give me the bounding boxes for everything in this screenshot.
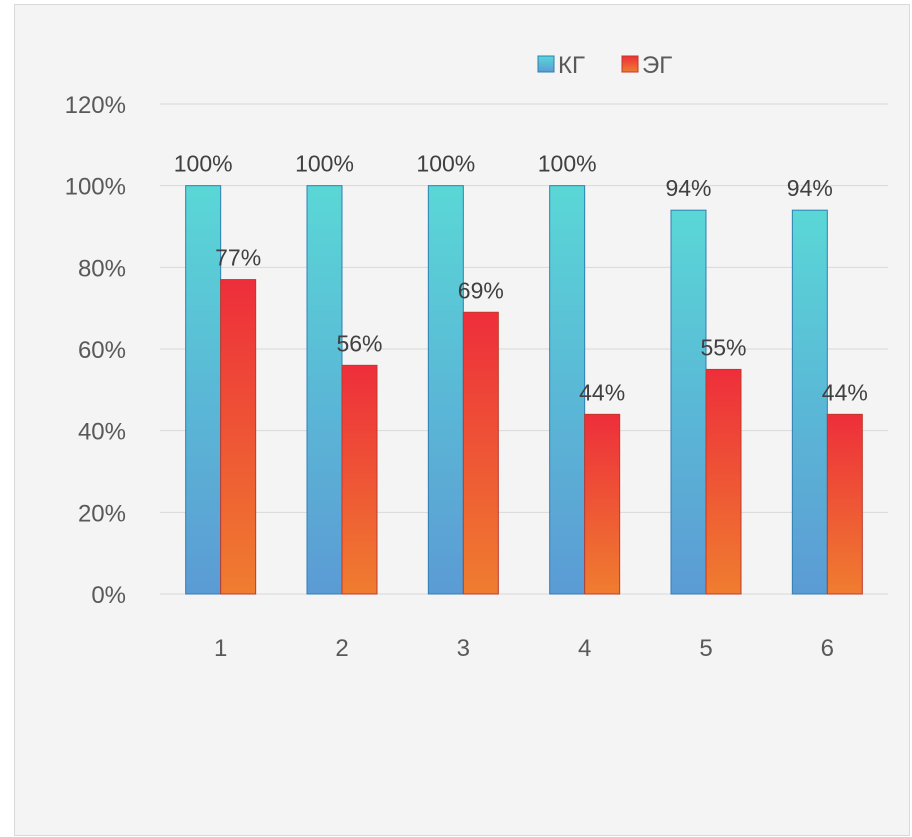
- bar-eg: [826, 413, 863, 595]
- data-label-eg: 44%: [822, 379, 868, 405]
- bar-kg: [185, 185, 222, 595]
- x-tick-label: 6: [821, 635, 834, 662]
- gridlines: [160, 103, 888, 595]
- legend: КГ ЭГ: [537, 52, 672, 79]
- data-label-eg: 44%: [579, 379, 625, 405]
- bar-kg: [791, 209, 828, 595]
- bar-eg: [705, 368, 742, 595]
- data-label-eg: 77%: [215, 245, 261, 271]
- legend-label-kg: КГ: [558, 52, 585, 79]
- y-tick-label: 20%: [78, 500, 126, 527]
- y-tick-label: 0%: [91, 582, 126, 609]
- bar-eg: [462, 311, 499, 595]
- data-label-kg: 100%: [295, 151, 354, 177]
- x-tick-label: 2: [335, 635, 348, 662]
- legend-label-eg: ЭГ: [642, 52, 672, 79]
- bar-eg: [220, 279, 257, 595]
- legend-swatch-eg: [621, 55, 639, 73]
- data-label-kg: 100%: [416, 151, 475, 177]
- data-label-eg: 69%: [458, 277, 504, 303]
- data-label-kg: 94%: [665, 175, 711, 201]
- y-tick-label: 120%: [65, 92, 126, 119]
- data-label-eg: 55%: [700, 334, 746, 360]
- bar-eg: [341, 364, 378, 595]
- y-tick-label: 60%: [78, 337, 126, 364]
- data-labels: 100% 77% 100% 56% 100% 69% 100% 44% 94% 55% 94% 44%: [174, 151, 868, 406]
- data-label-eg: 56%: [336, 330, 382, 356]
- x-tick-label: 4: [578, 635, 591, 662]
- bar-kg: [549, 185, 586, 595]
- data-label-kg: 94%: [787, 175, 833, 201]
- x-tick-label: 3: [457, 635, 470, 662]
- y-tick-label: 100%: [65, 174, 126, 201]
- x-axis-ticks: 1 2 3 4 5 6: [214, 635, 834, 662]
- y-tick-label: 80%: [78, 255, 126, 282]
- bar-kg: [427, 185, 464, 595]
- legend-swatch-kg: [537, 55, 555, 73]
- data-label-kg: 100%: [174, 151, 233, 177]
- data-label-kg: 100%: [538, 151, 597, 177]
- bar-kg: [670, 209, 707, 595]
- x-tick-label: 1: [214, 635, 227, 662]
- bar-eg: [584, 413, 621, 595]
- bars: [185, 185, 863, 595]
- y-axis-ticks: 0% 20% 40% 60% 80% 100% 120%: [65, 92, 126, 609]
- bar-kg: [306, 185, 343, 595]
- x-tick-label: 5: [699, 635, 712, 662]
- y-tick-label: 40%: [78, 419, 126, 446]
